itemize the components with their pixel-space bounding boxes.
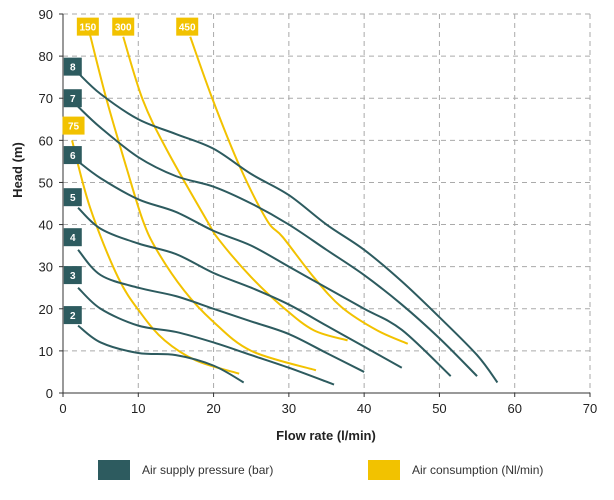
pressure-line-7	[77, 105, 478, 377]
pressure-label-box-8	[63, 57, 82, 76]
x-tick-label: 30	[282, 401, 296, 416]
x-tick-label: 40	[357, 401, 371, 416]
air-label-box-150	[76, 17, 99, 36]
air-label-450: 450	[179, 23, 196, 34]
air-label-150: 150	[80, 23, 97, 34]
pressure-label-4: 4	[70, 233, 76, 244]
pressure-line-8	[77, 72, 499, 384]
legend-label-pressure: Air supply pressure (bar)	[142, 463, 274, 477]
air-label-300: 300	[115, 23, 132, 34]
y-tick-label: 20	[39, 302, 53, 317]
air-label-75: 75	[68, 122, 80, 133]
y-tick-label: 80	[39, 49, 53, 64]
pressure-label-6: 6	[70, 151, 76, 162]
legend-swatch-pressure	[98, 460, 130, 480]
y-tick-label: 90	[39, 7, 53, 22]
pressure-label-5: 5	[70, 193, 76, 204]
pressure-line-3	[77, 286, 335, 386]
pressure-line-6	[77, 160, 452, 377]
x-tick-label: 50	[432, 401, 446, 416]
x-tick-label: 60	[507, 401, 521, 416]
pressure-line-4	[77, 249, 365, 373]
legend-label-air: Air consumption (Nl/min)	[412, 463, 544, 477]
legend-swatch-air	[368, 460, 400, 480]
air-label-box-450	[176, 17, 199, 36]
x-tick-label: 10	[131, 401, 145, 416]
x-axis-label: Flow rate (l/min)	[276, 428, 376, 443]
pressure-label-box-2	[63, 306, 82, 325]
y-tick-label: 50	[39, 175, 53, 190]
pressure-label-box-7	[63, 89, 82, 108]
pressure-label-7: 7	[70, 94, 76, 105]
series-labels: 75 150 300 450 2 3 4 5 6 7 8	[62, 17, 199, 325]
pressure-label-box-6	[63, 146, 82, 165]
air-line-150	[89, 34, 317, 372]
air-line-300	[122, 36, 348, 342]
y-tick-label: 40	[39, 218, 53, 233]
y-tick-label: 30	[39, 260, 53, 275]
pressure-line-5	[77, 206, 403, 369]
y-axis-label: Head (m)	[10, 142, 25, 198]
x-tick-label: 70	[583, 401, 597, 416]
pressure-label-box-5	[63, 188, 82, 207]
pressure-line-2	[77, 324, 245, 384]
pressure-label-2: 2	[70, 311, 76, 322]
air-line-450	[189, 36, 409, 345]
x-tick-label: 0	[59, 401, 66, 416]
legend-item-air: Air consumption (Nl/min)	[368, 460, 543, 480]
y-tick-label: 70	[39, 91, 53, 106]
y-tick-label: 10	[39, 344, 53, 359]
pressure-label-8: 8	[70, 63, 76, 74]
y-tick-label: 0	[46, 386, 53, 401]
pressure-label-box-4	[63, 228, 82, 247]
pressure-label-box-3	[63, 266, 82, 285]
grid	[63, 13, 591, 393]
y-tick-label: 60	[39, 133, 53, 148]
series-lines	[71, 34, 499, 386]
x-tick-label: 20	[206, 401, 220, 416]
air-label-box-75	[62, 116, 85, 135]
pressure-label-3: 3	[70, 271, 76, 282]
air-label-box-300	[112, 17, 135, 36]
legend-item-pressure: Air supply pressure (bar)	[98, 460, 273, 480]
axes: 0 10 20 30 40 50 60 70 0 10 20 30 40 50 60 70 80 90	[39, 7, 598, 416]
